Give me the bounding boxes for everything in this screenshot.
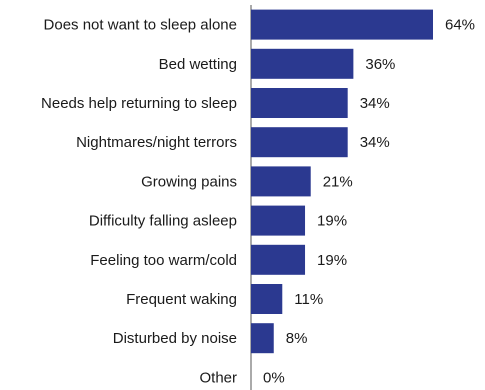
category-label: Frequent waking [126, 291, 237, 308]
category-label: Difficulty falling asleep [89, 213, 237, 230]
value-labels: 64% 36% 34% 34% 21% 19% 19% 11% 8% 0% [263, 17, 475, 387]
value-label: 11% [294, 291, 323, 308]
value-label: 36% [365, 56, 395, 73]
bar [251, 166, 311, 197]
bar [251, 284, 283, 314]
category-label: Disturbed by noise [113, 330, 237, 347]
bar [251, 88, 348, 118]
bar [251, 48, 354, 79]
bars [251, 9, 433, 354]
category-label: Bed wetting [159, 56, 237, 73]
value-label: 19% [317, 213, 347, 230]
value-label: 19% [317, 252, 347, 269]
value-label: 21% [323, 173, 353, 190]
value-label: 64% [445, 17, 475, 34]
bar [251, 205, 306, 236]
bar [251, 244, 306, 275]
category-label: Other [199, 369, 237, 386]
category-labels: Does not want to sleep alone Bed wetting N… [41, 17, 237, 387]
category-label: Growing pains [141, 173, 237, 190]
bar [251, 323, 274, 354]
value-label: 34% [360, 134, 390, 151]
value-label: 34% [360, 95, 390, 112]
category-label: Nightmares/night terrors [76, 134, 237, 151]
category-label: Needs help returning to sleep [41, 95, 237, 112]
category-label: Feeling too warm/cold [90, 252, 237, 269]
category-label: Does not want to sleep alone [44, 17, 237, 34]
bar [251, 9, 433, 40]
value-label: 8% [286, 330, 308, 347]
value-label: 0% [263, 369, 285, 386]
bar [251, 127, 348, 158]
